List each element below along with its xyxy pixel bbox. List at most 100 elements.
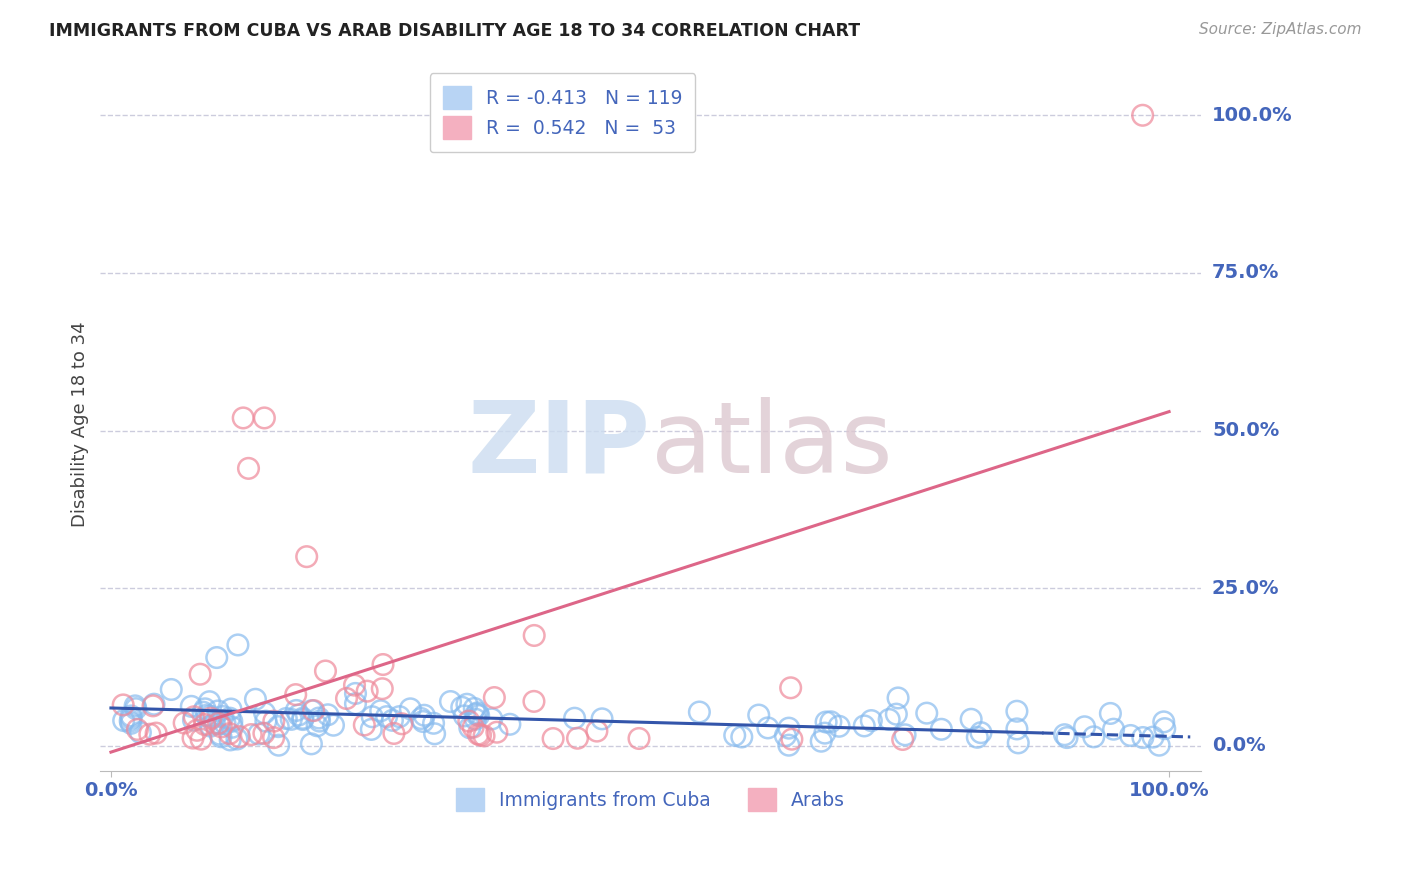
Point <box>218 726 240 740</box>
Point <box>887 690 910 705</box>
Point <box>129 725 152 739</box>
Point <box>198 695 221 709</box>
Point <box>564 711 586 725</box>
Point <box>456 698 478 712</box>
Point <box>810 734 832 748</box>
Point <box>485 725 508 739</box>
Point <box>371 657 394 672</box>
Point <box>200 719 222 733</box>
Text: 75.0%: 75.0% <box>1212 263 1279 283</box>
Point <box>212 709 235 723</box>
Point <box>1147 738 1170 752</box>
Point <box>344 686 367 700</box>
Point <box>375 709 398 723</box>
Text: IMMIGRANTS FROM CUBA VS ARAB DISABILITY AGE 18 TO 34 CORRELATION CHART: IMMIGRANTS FROM CUBA VS ARAB DISABILITY … <box>49 22 860 40</box>
Point <box>183 710 205 724</box>
Point <box>226 638 249 652</box>
Point <box>263 731 285 745</box>
Point <box>238 461 260 475</box>
Point <box>208 727 231 741</box>
Point <box>353 718 375 732</box>
Point <box>458 721 481 735</box>
Point <box>523 694 546 708</box>
Point <box>191 705 214 719</box>
Point <box>780 732 803 747</box>
Point <box>748 708 770 723</box>
Point <box>399 702 422 716</box>
Point <box>335 691 357 706</box>
Point <box>894 728 917 742</box>
Text: atlas: atlas <box>651 397 893 493</box>
Point <box>188 667 211 681</box>
Point <box>591 712 613 726</box>
Point <box>931 723 953 737</box>
Point <box>814 726 837 740</box>
Point <box>371 681 394 696</box>
Point <box>1053 728 1076 742</box>
Point <box>194 702 217 716</box>
Point <box>214 716 236 731</box>
Point <box>1119 729 1142 743</box>
Point <box>779 681 801 695</box>
Point <box>481 712 503 726</box>
Point <box>190 732 212 747</box>
Point <box>484 690 506 705</box>
Point <box>209 716 232 731</box>
Point <box>1007 736 1029 750</box>
Point <box>860 714 883 728</box>
Point <box>970 725 993 739</box>
Point <box>232 411 254 425</box>
Point <box>567 731 589 746</box>
Point <box>1132 108 1154 122</box>
Point <box>915 706 938 720</box>
Point <box>463 720 485 734</box>
Point <box>308 711 330 725</box>
Point <box>409 712 432 726</box>
Point <box>195 708 218 723</box>
Point <box>207 704 229 718</box>
Point <box>253 411 276 425</box>
Point <box>541 731 564 746</box>
Point <box>966 731 988 745</box>
Point <box>143 697 166 711</box>
Point <box>221 720 243 734</box>
Point <box>1083 730 1105 744</box>
Point <box>205 650 228 665</box>
Point <box>1153 722 1175 736</box>
Point <box>1005 722 1028 736</box>
Point <box>183 713 205 727</box>
Point <box>343 678 366 692</box>
Point <box>464 712 486 726</box>
Point <box>877 713 900 727</box>
Text: 50.0%: 50.0% <box>1212 421 1279 440</box>
Point <box>382 726 405 740</box>
Point <box>457 714 479 728</box>
Point <box>299 737 322 751</box>
Point <box>200 709 222 723</box>
Point <box>499 717 522 731</box>
Point <box>356 684 378 698</box>
Point <box>423 727 446 741</box>
Point <box>314 664 336 678</box>
Point <box>778 721 800 735</box>
Point <box>322 718 344 732</box>
Point <box>344 697 367 711</box>
Point <box>1005 704 1028 718</box>
Point <box>361 710 384 724</box>
Point <box>886 707 908 722</box>
Point <box>467 727 489 741</box>
Point <box>360 723 382 737</box>
Point <box>267 738 290 752</box>
Point <box>173 716 195 731</box>
Point <box>1102 722 1125 736</box>
Point <box>463 701 485 715</box>
Point <box>186 723 208 738</box>
Point <box>388 709 411 723</box>
Point <box>228 730 250 744</box>
Text: 100.0%: 100.0% <box>1212 106 1292 125</box>
Point <box>467 706 489 720</box>
Point <box>253 726 276 740</box>
Point <box>218 711 240 725</box>
Point <box>120 716 142 731</box>
Point <box>194 717 217 731</box>
